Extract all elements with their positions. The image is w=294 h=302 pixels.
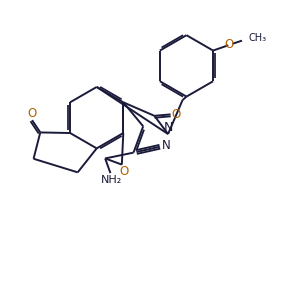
Text: N: N xyxy=(162,139,171,152)
Text: O: O xyxy=(27,107,36,120)
Text: O: O xyxy=(171,108,181,121)
Text: NH₂: NH₂ xyxy=(100,175,122,185)
Text: N: N xyxy=(164,121,174,134)
Text: O: O xyxy=(224,38,233,52)
Text: O: O xyxy=(120,165,129,178)
Text: CH₃: CH₃ xyxy=(249,33,267,43)
